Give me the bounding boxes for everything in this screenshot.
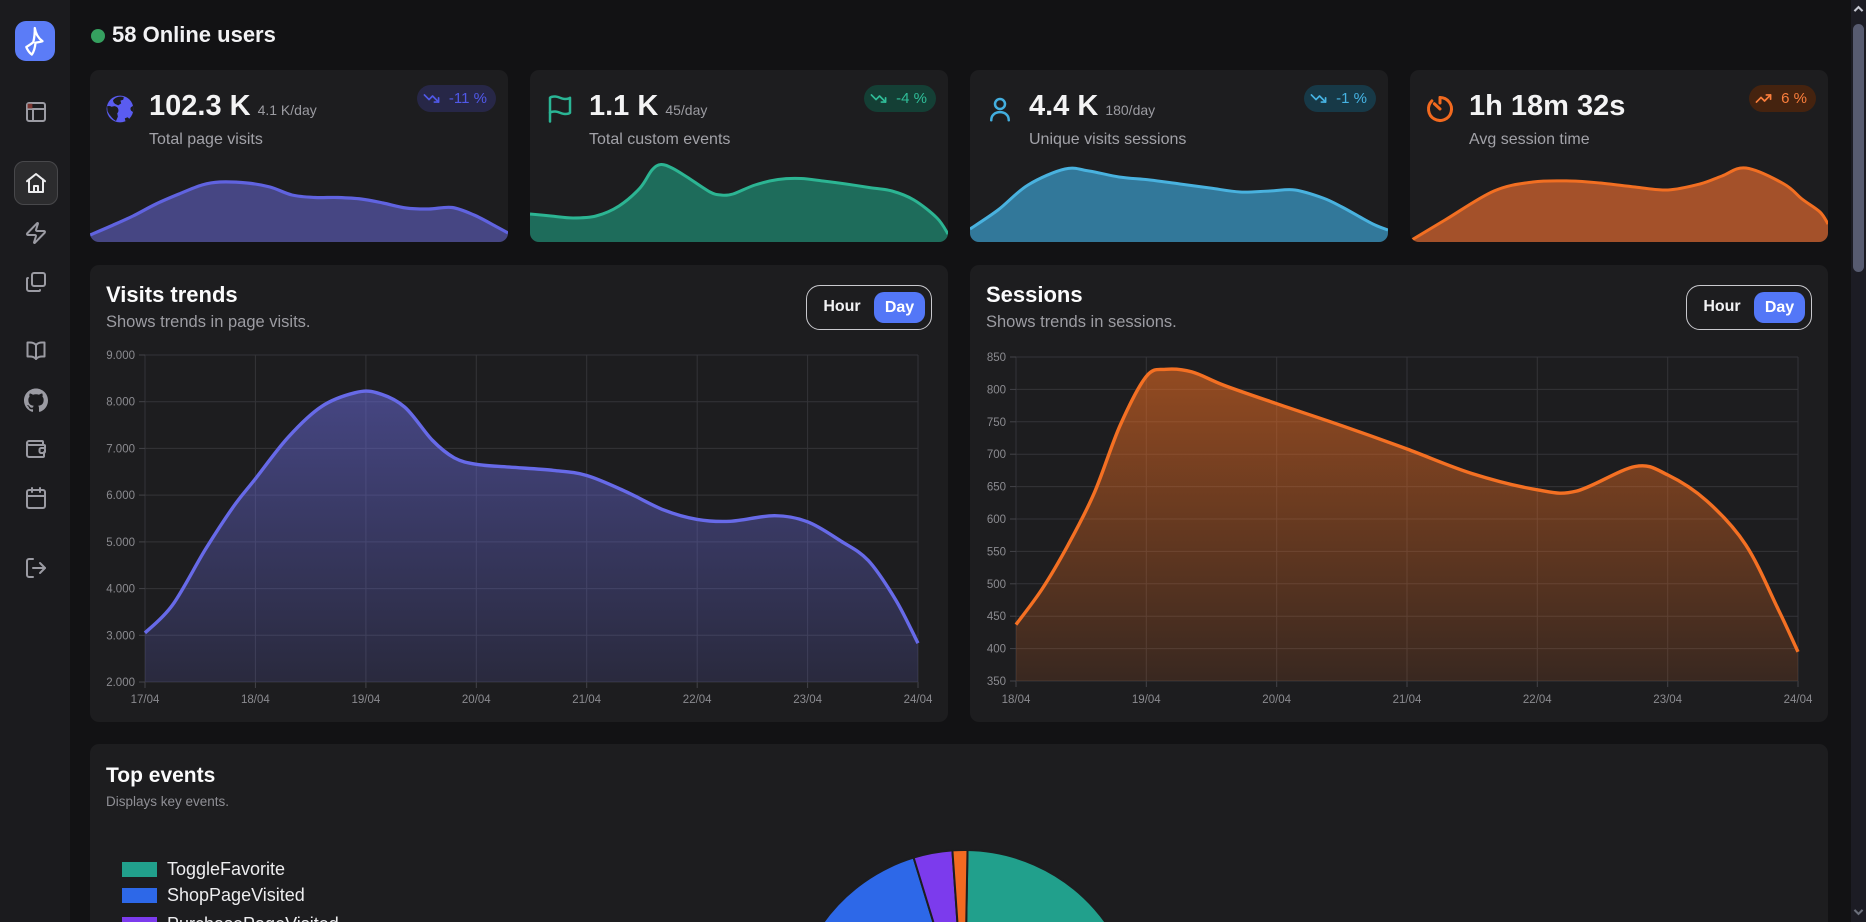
svg-text:23/04: 23/04 (793, 694, 822, 706)
svg-text:23/04: 23/04 (1653, 694, 1682, 706)
svg-text:5.000: 5.000 (106, 537, 135, 549)
svg-text:18/04: 18/04 (1002, 694, 1031, 706)
svg-text:21/04: 21/04 (572, 694, 601, 706)
svg-text:3.000: 3.000 (106, 630, 135, 642)
svg-text:7.000: 7.000 (106, 443, 135, 455)
svg-text:18/04: 18/04 (241, 694, 270, 706)
svg-text:650: 650 (987, 482, 1006, 494)
svg-text:500: 500 (987, 579, 1006, 591)
svg-text:8.000: 8.000 (106, 397, 135, 409)
svg-text:450: 450 (987, 611, 1006, 623)
svg-text:24/04: 24/04 (1784, 694, 1813, 706)
svg-text:21/04: 21/04 (1393, 694, 1422, 706)
svg-text:400: 400 (987, 644, 1006, 656)
svg-text:17/04: 17/04 (131, 694, 160, 706)
svg-text:19/04: 19/04 (1132, 694, 1161, 706)
svg-text:350: 350 (987, 676, 1006, 688)
svg-text:800: 800 (987, 384, 1006, 396)
svg-text:550: 550 (987, 546, 1006, 558)
svg-text:750: 750 (987, 417, 1006, 429)
svg-text:700: 700 (987, 449, 1006, 461)
svg-text:4.000: 4.000 (106, 584, 135, 596)
svg-text:22/04: 22/04 (683, 694, 712, 706)
svg-text:6.000: 6.000 (106, 490, 135, 502)
svg-text:600: 600 (987, 514, 1006, 526)
svg-text:850: 850 (987, 352, 1006, 364)
svg-text:9.000: 9.000 (106, 350, 135, 362)
svg-text:2.000: 2.000 (106, 677, 135, 689)
svg-text:19/04: 19/04 (352, 694, 381, 706)
svg-text:24/04: 24/04 (904, 694, 933, 706)
svg-text:20/04: 20/04 (462, 694, 491, 706)
svg-text:20/04: 20/04 (1262, 694, 1291, 706)
svg-text:22/04: 22/04 (1523, 694, 1552, 706)
